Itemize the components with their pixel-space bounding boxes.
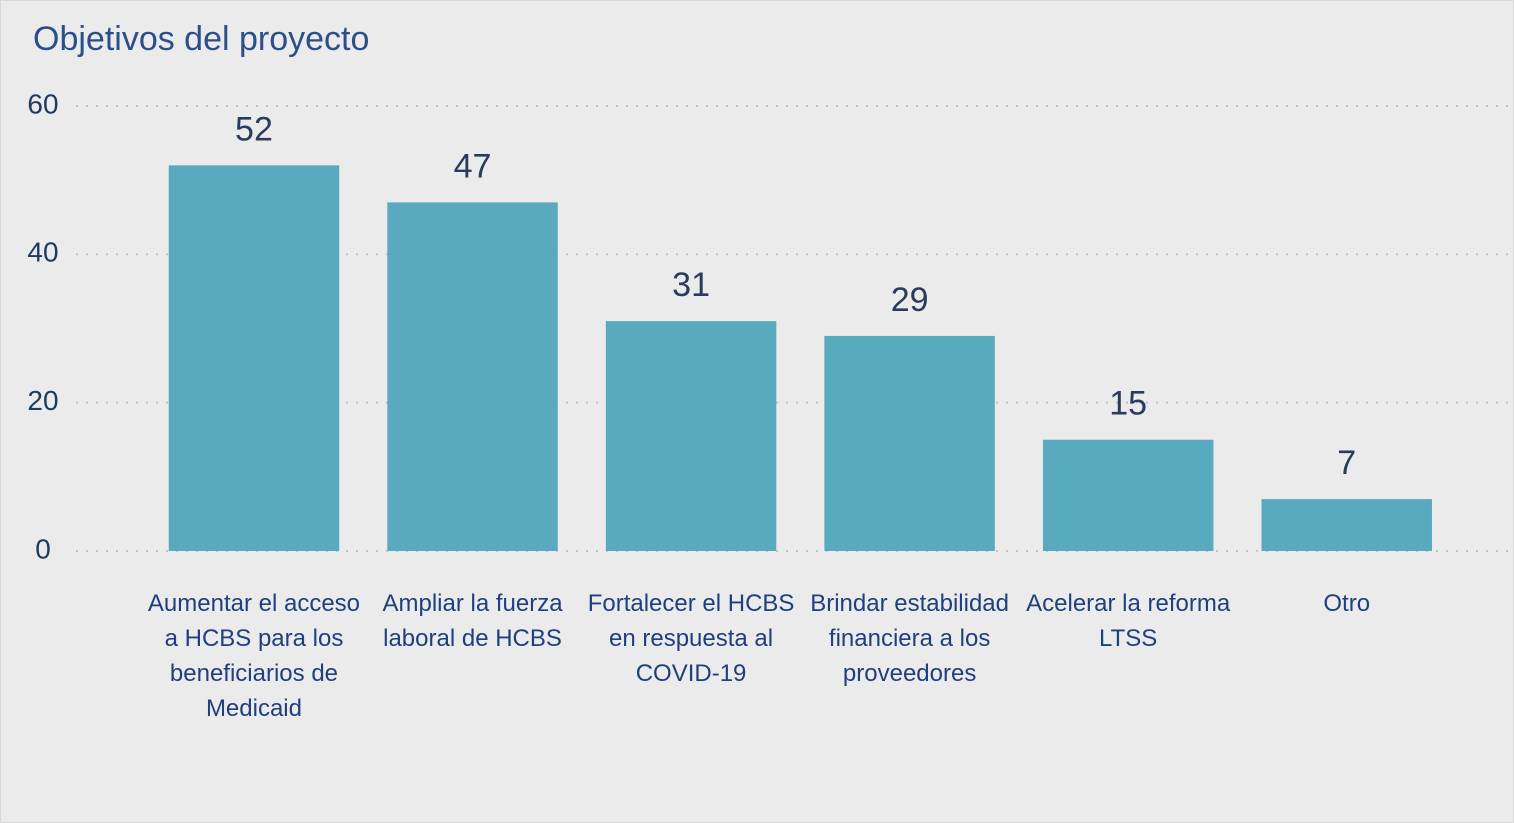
x-tick-label: Fortalecer el HCBS en respuesta al COVID…	[587, 590, 795, 687]
value-label: 29	[891, 281, 929, 319]
y-tick-label: 40	[27, 237, 58, 268]
value-label: 15	[1109, 385, 1147, 423]
value-label: 47	[454, 147, 492, 185]
bar	[824, 335, 995, 551]
x-tick-label: Ampliar la fuerza laboral de HCBS	[382, 590, 563, 652]
bar	[168, 165, 340, 552]
bar	[1042, 439, 1214, 551]
x-tick-label: Brindar estabilidad financiera a los pro…	[810, 590, 1010, 687]
x-tick-label: Acelerar la reforma LTSS	[1026, 590, 1231, 652]
chart-title: Objetivos del proyecto	[33, 20, 369, 58]
value-label: 52	[235, 110, 273, 148]
bar	[387, 202, 558, 551]
y-tick-label: 20	[27, 385, 58, 416]
bar	[605, 321, 777, 551]
value-label: 7	[1337, 444, 1356, 482]
x-tick-label: Otro	[1323, 590, 1371, 617]
bar	[1261, 499, 1432, 551]
value-label: 31	[672, 266, 710, 304]
y-tick-label: 60	[27, 88, 58, 119]
y-tick-label: 0	[35, 533, 51, 564]
x-tick-label: Aumentar el acceso a HCBS para los benef…	[147, 590, 361, 722]
